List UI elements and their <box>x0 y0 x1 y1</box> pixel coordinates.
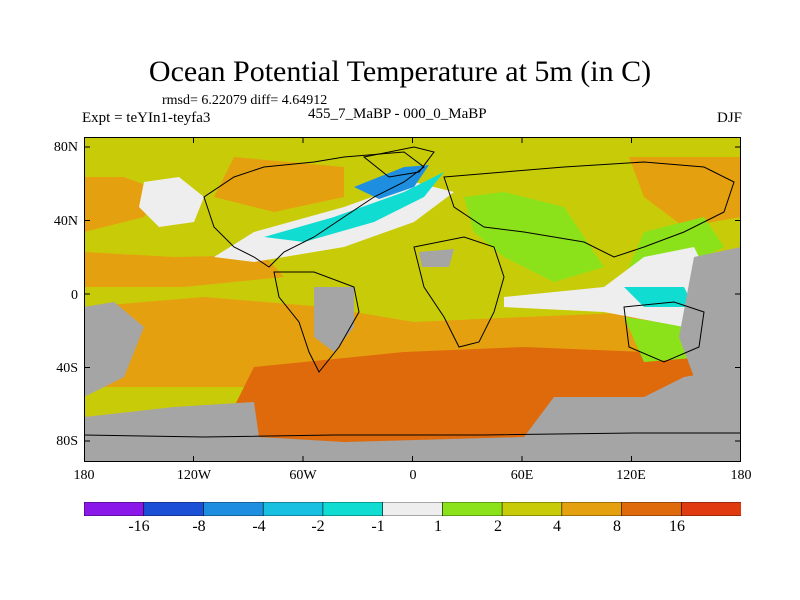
colorbar-label: -16 <box>128 518 150 535</box>
colorbar-label: 16 <box>669 518 685 535</box>
colorbar-label: 1 <box>434 518 442 535</box>
colorbar-swatch <box>382 502 444 516</box>
colorbar-label: 4 <box>553 518 561 535</box>
xlabel-120e: 120E <box>616 468 646 483</box>
colorbar-swatch <box>561 502 623 516</box>
field-cyan-1 <box>264 172 444 242</box>
outline-antarctica <box>84 432 741 438</box>
field-orange-4 <box>629 157 741 227</box>
xlabel-120w: 120W <box>176 468 212 483</box>
xlabel-180w: 180 <box>73 468 95 483</box>
plot-title: Ocean Potential Temperature at 5m (in C) <box>148 55 652 88</box>
colorbar-swatch <box>621 502 683 516</box>
map-ticks <box>84 137 741 462</box>
outline-north-america <box>203 151 425 268</box>
field-white-1 <box>139 177 204 227</box>
field-orange-5 <box>84 252 284 287</box>
outline-south-america <box>273 271 360 373</box>
colorbar-swatch <box>203 502 264 516</box>
colorbar-swatch <box>143 502 205 516</box>
outline-australia <box>623 301 705 363</box>
colorbar-swatch <box>680 502 741 516</box>
ylabel-80s: 80S <box>56 434 78 449</box>
colorbar-label: -1 <box>371 518 385 535</box>
xlabel-60e: 60E <box>510 468 534 483</box>
colorbar-label: -4 <box>252 518 266 535</box>
land-africa <box>419 249 454 267</box>
land-west-pacific <box>84 302 144 397</box>
field-orange-2 <box>214 157 344 212</box>
field-green-1 <box>464 192 604 282</box>
ylabel-0: 0 <box>71 288 78 303</box>
comparison-label: 455_7_MaBP - 000_0_MaBP <box>308 106 487 122</box>
outline-africa <box>413 236 505 348</box>
xlabel-180e: 180 <box>730 468 752 483</box>
land-south-america <box>314 287 354 352</box>
ylabel-40n: 40N <box>53 214 78 229</box>
experiment-label: Expt = teYIn1-teyfa3 <box>82 110 211 126</box>
colorbar-swatch <box>262 502 324 516</box>
land-australia <box>679 247 741 377</box>
continent-outlines <box>84 146 741 438</box>
ylabel-40s: 40S <box>56 361 78 376</box>
xlabel-0: 0 <box>409 468 417 483</box>
colorbar-label: -8 <box>192 518 206 535</box>
colorbar-swatch <box>501 502 563 516</box>
field-cyan-2 <box>624 287 694 307</box>
colorbar-label: 8 <box>613 518 621 535</box>
xlabel-60w: 60W <box>289 468 317 483</box>
temperature-map <box>84 137 741 462</box>
outline-europe-asia <box>443 161 735 258</box>
colorbar-swatch <box>84 502 145 516</box>
colorbar-label: 2 <box>494 518 502 535</box>
stats-text: rmsd= 6.22079 diff= 4.64912 <box>162 93 328 108</box>
outline-greenland <box>362 146 435 178</box>
colorbar-swatch <box>322 502 384 516</box>
land-antarctica <box>84 367 741 462</box>
colorbar-label: -2 <box>311 518 325 535</box>
season-label: DJF <box>716 110 742 126</box>
colorbar-swatch <box>442 502 503 516</box>
ylabel-80n: 80N <box>53 140 78 155</box>
colorbar <box>84 502 741 516</box>
